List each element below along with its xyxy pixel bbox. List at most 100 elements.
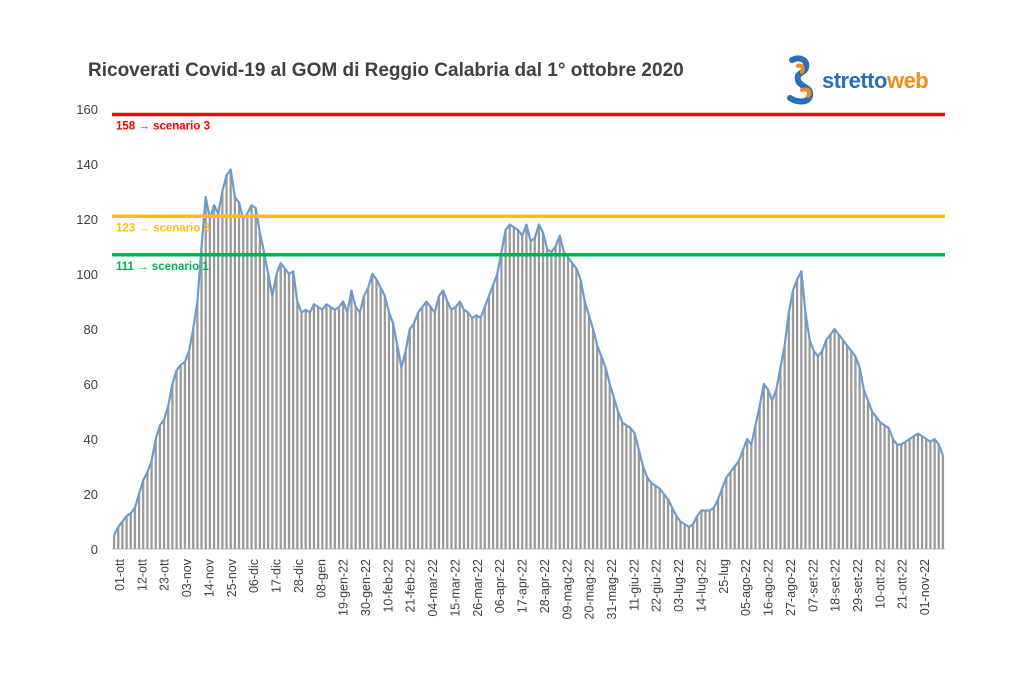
x-tick-label: 17-dic [270, 559, 284, 593]
bar [475, 315, 478, 549]
bar [654, 485, 657, 549]
x-tick-label: 20-mag-22 [583, 559, 597, 619]
bar [637, 450, 641, 549]
bar [500, 252, 503, 549]
bar [687, 527, 690, 549]
x-tick-label: 16-ago-22 [762, 559, 776, 616]
x-tick-label: 29-set-22 [851, 559, 865, 612]
x-tick-label: 06-apr-22 [493, 559, 507, 613]
bar [754, 425, 757, 549]
bar [304, 309, 307, 549]
x-tick-label: 01-nov-22 [918, 559, 932, 615]
bar [658, 488, 661, 549]
bar [870, 411, 874, 549]
bar [391, 323, 395, 549]
x-tick-label: 19-gen-22 [337, 559, 351, 616]
bar [641, 466, 645, 549]
bar [254, 208, 257, 549]
bar [483, 307, 486, 549]
bar [854, 356, 857, 549]
bar [762, 384, 765, 549]
bar [408, 329, 411, 549]
bar [587, 315, 591, 549]
bar [379, 287, 382, 549]
bar [771, 400, 774, 549]
bar [904, 441, 907, 549]
x-tick-label: 03-lug-22 [672, 559, 686, 612]
bar [233, 197, 237, 549]
x-tick-label: 06-dic [247, 559, 261, 593]
bar [608, 384, 611, 549]
bar [271, 296, 274, 549]
bar [633, 433, 636, 549]
bar [242, 219, 245, 549]
bar [446, 301, 449, 549]
bar [487, 296, 491, 549]
x-tick-label: 28-apr-22 [538, 559, 552, 613]
x-tick-label: 28-dic [292, 559, 306, 593]
bar [425, 301, 428, 549]
bar [396, 345, 399, 549]
bar [200, 246, 203, 549]
bar [841, 340, 845, 549]
bar [441, 290, 445, 549]
bar [820, 351, 824, 549]
bar [329, 307, 332, 549]
bar [716, 499, 720, 549]
x-tick-label: 09-mag-22 [560, 559, 574, 619]
bar [783, 345, 786, 549]
x-tick-label: 21-ott-22 [896, 559, 910, 609]
bar [646, 477, 649, 549]
bar [604, 367, 607, 549]
bar [816, 356, 820, 549]
bar [666, 499, 670, 549]
bar [246, 213, 249, 549]
bar [458, 301, 461, 549]
bar [791, 290, 795, 549]
bar [287, 274, 291, 549]
bar [566, 257, 570, 549]
bar [725, 477, 728, 549]
bar [929, 441, 932, 549]
bar [142, 480, 145, 549]
bar [462, 309, 466, 549]
x-tick-label: 23-ott [158, 558, 172, 590]
bar [671, 507, 674, 549]
logo-text: strettoweb [822, 68, 929, 93]
bar [404, 351, 407, 549]
bar [833, 329, 836, 549]
bar [737, 461, 740, 549]
bar [912, 436, 915, 549]
x-tick-label: 12-ott [135, 558, 149, 590]
bar [729, 472, 732, 549]
bar [250, 205, 253, 549]
bar [721, 488, 724, 549]
bar [279, 263, 282, 549]
bar [258, 232, 261, 549]
y-tick-label: 0 [91, 542, 98, 557]
bar [746, 439, 749, 549]
bar [221, 191, 224, 549]
bar [875, 417, 878, 549]
bar [562, 252, 566, 549]
bar [616, 411, 620, 549]
bar [521, 235, 524, 549]
bar [121, 521, 124, 549]
bar [325, 304, 328, 549]
bar [579, 279, 582, 549]
bar [700, 510, 703, 549]
bar [491, 285, 495, 549]
bar [117, 527, 120, 549]
bar [146, 472, 149, 549]
reference-line-label: 158 → scenario 3 [116, 121, 210, 133]
x-tick-label: 15-mar-22 [448, 559, 462, 617]
x-tick-label: 25-nov [225, 558, 239, 597]
bar [367, 287, 370, 549]
y-tick-label: 160 [76, 102, 98, 117]
bar [775, 389, 778, 549]
bar [550, 252, 553, 549]
bar [171, 384, 174, 549]
bar [217, 213, 220, 549]
y-tick-label: 120 [76, 212, 98, 227]
